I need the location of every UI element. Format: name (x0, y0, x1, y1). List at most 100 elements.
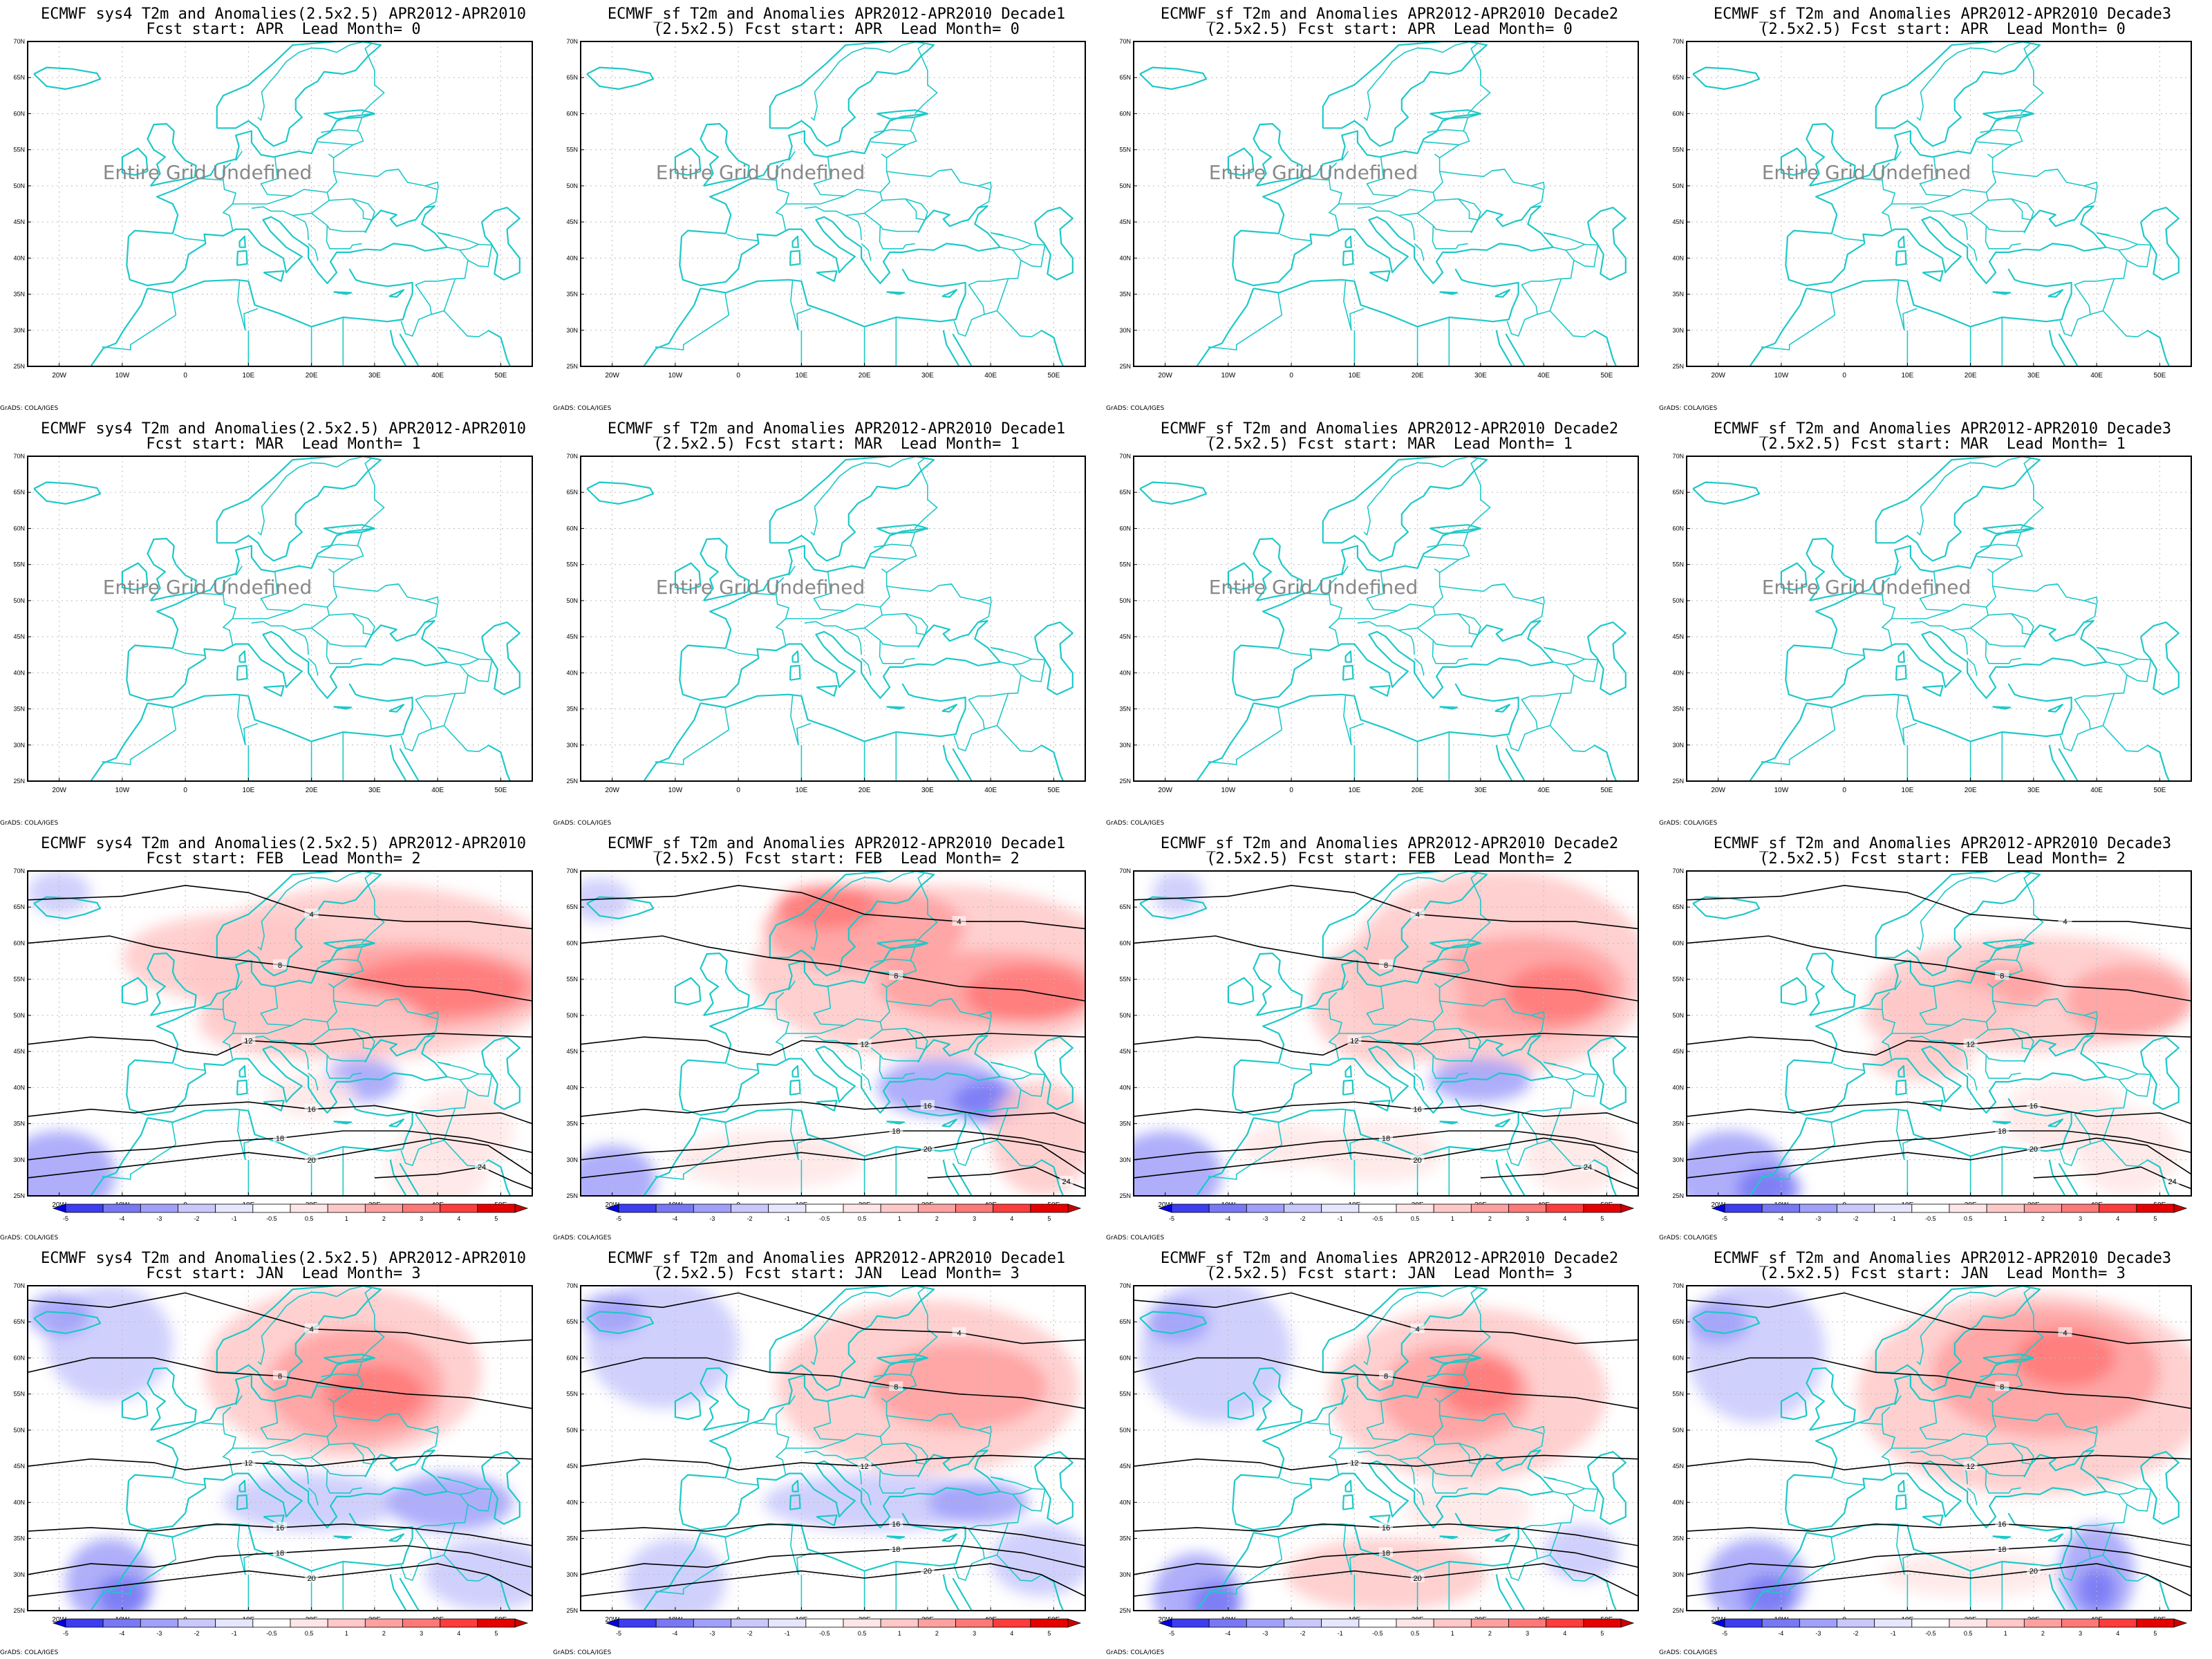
country-border (879, 225, 915, 250)
lat-tick-label: 55N (1672, 976, 1684, 983)
lon-tick-label: 0 (1289, 787, 1293, 794)
colorbar-swatch (140, 1203, 178, 1213)
country-border (1280, 648, 1312, 657)
country-border (953, 735, 959, 749)
country-border (1427, 958, 1464, 963)
country-border (1506, 1564, 1512, 1579)
country-border (870, 141, 906, 146)
lat-tick-label: 35N (566, 706, 578, 713)
country-border (292, 1044, 309, 1070)
coastline (2048, 744, 2066, 781)
coastline (1322, 1286, 1488, 1391)
colorbar-swatch (2061, 1203, 2100, 1213)
coastline (700, 683, 966, 742)
coastline (1494, 704, 1511, 713)
colorbar-swatch (955, 1203, 994, 1213)
country-border (724, 293, 730, 315)
country-border (1916, 47, 1996, 122)
country-border (1280, 1478, 1312, 1486)
lat-tick-label: 55N (566, 976, 578, 983)
coastline (1897, 1065, 1905, 1078)
country-border (724, 1123, 730, 1145)
isotherm-contour (1687, 1523, 2191, 1546)
country-border (1967, 657, 1978, 676)
colorbar-label: -4 (672, 1215, 677, 1222)
country-border (889, 456, 919, 468)
lat-tick-label: 35N (1119, 291, 1131, 298)
lat-tick-label: 25N (1119, 1607, 1131, 1614)
anomaly-patch (2065, 964, 2191, 1038)
coastline (128, 942, 375, 1067)
colorbar-swatch (477, 1618, 516, 1628)
lat-tick-label: 30N (13, 1156, 25, 1163)
coastline (1897, 1479, 1905, 1492)
country-border (990, 647, 1032, 660)
contour-label: 16 (1382, 1524, 1390, 1533)
colorbar-swatch (1583, 1618, 1622, 1628)
lat-tick-label: 70N (566, 868, 578, 874)
lon-tick-label: 20E (306, 787, 318, 794)
country-border (1363, 877, 1443, 951)
panel-title: ECMWF sys4 T2m and Anomalies(2.5x2.5) AP… (41, 420, 526, 438)
country-border (864, 1456, 919, 1477)
lat-tick-label: 70N (566, 453, 578, 460)
country-border (1414, 243, 1425, 261)
contour-label: 4 (2063, 1329, 2067, 1338)
country-border (1423, 141, 1459, 146)
lat-tick-label: 30N (1119, 742, 1131, 749)
country-border (232, 1398, 337, 1449)
coastline (1470, 1450, 1554, 1492)
coastline (700, 1512, 966, 1572)
colorbar-label: 3 (2079, 1630, 2082, 1637)
coastline (1897, 650, 1905, 663)
colorbar-label: -3 (709, 1630, 715, 1637)
anomaly-patch (870, 1343, 1048, 1430)
coastline (1234, 942, 1481, 1067)
coastline (128, 1357, 375, 1481)
lat-tick-label: 45N (1119, 218, 1131, 225)
colorbar-label: -5 (1722, 1215, 1727, 1222)
country-border (2102, 693, 2115, 726)
colorbar-swatch (1358, 1618, 1397, 1628)
lat-tick-label: 30N (13, 742, 25, 749)
isotherm-contour (1134, 885, 1638, 930)
lat-tick-label: 65N (1672, 489, 1684, 496)
lat-tick-label: 50N (1119, 182, 1131, 189)
lat-tick-label: 45N (1119, 1463, 1131, 1470)
country-border (1521, 1076, 1575, 1115)
country-border (1442, 871, 1472, 883)
undefined-grid-text: Entire Grid Undefined (103, 576, 312, 599)
country-border (333, 998, 438, 1037)
coastline (1439, 1121, 1459, 1125)
coastline (643, 1117, 702, 1196)
colorbar-swatch (731, 1203, 769, 1213)
country-border (1896, 695, 1905, 746)
colorbar-swatch (805, 1618, 844, 1628)
colorbar-swatch (1911, 1618, 1950, 1628)
country-border (1988, 612, 2032, 635)
contour-label: 16 (276, 1524, 284, 1533)
colorbar-label: -5 (1722, 1630, 1727, 1637)
isotherm-contour (581, 1101, 1085, 1125)
colorbar-swatch (1358, 1203, 1397, 1213)
colorbar-label: 5 (1047, 1215, 1051, 1222)
country-border (431, 724, 489, 753)
country-border (1894, 151, 1902, 161)
colorbar-swatch (1208, 1203, 1247, 1213)
lon-tick-label: 10W (1774, 787, 1789, 794)
panel-title: ECMWF_sf T2m and Anomalies APR2012-APR20… (1160, 6, 1619, 23)
country-border (2065, 699, 2091, 752)
coastline (1342, 1494, 1354, 1510)
coastline (679, 630, 1000, 702)
lon-tick-label: 20W (605, 372, 619, 379)
lat-tick-label: 55N (1672, 1391, 1684, 1398)
country-border (1442, 1286, 1472, 1297)
colorbar-label: 0.5 (305, 1215, 314, 1222)
country-border (727, 1478, 759, 1486)
country-border (1343, 695, 1352, 746)
coastline (399, 333, 420, 366)
lat-tick-label: 55N (1119, 147, 1131, 153)
isotherm-contour (1134, 1101, 1638, 1125)
coastline (1505, 1163, 1526, 1196)
colorbar-swatch (102, 1203, 141, 1213)
